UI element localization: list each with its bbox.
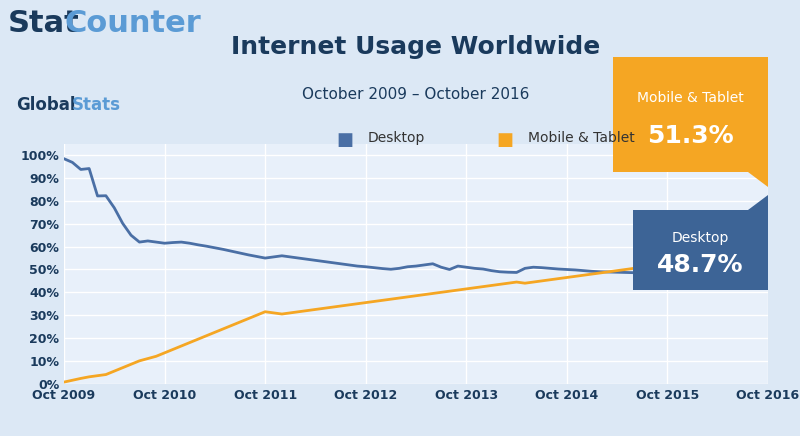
FancyBboxPatch shape (633, 210, 768, 290)
Text: Internet Usage Worldwide: Internet Usage Worldwide (231, 35, 601, 59)
Text: Desktop: Desktop (368, 131, 426, 145)
Text: 48.7%: 48.7% (658, 252, 744, 276)
Text: Stats: Stats (72, 96, 121, 114)
Text: October 2009 – October 2016: October 2009 – October 2016 (302, 87, 530, 102)
Text: Mobile & Tablet: Mobile & Tablet (528, 131, 634, 145)
Text: ■: ■ (496, 131, 513, 149)
Text: Counter: Counter (64, 9, 201, 38)
Polygon shape (748, 195, 768, 210)
Polygon shape (748, 172, 768, 187)
Text: ■: ■ (336, 131, 353, 149)
Text: 51.3%: 51.3% (647, 123, 734, 147)
Text: Stat: Stat (8, 9, 80, 38)
Text: Desktop: Desktop (672, 231, 729, 245)
FancyBboxPatch shape (613, 57, 768, 172)
Text: Global: Global (16, 96, 75, 114)
Text: Mobile & Tablet: Mobile & Tablet (637, 91, 744, 105)
